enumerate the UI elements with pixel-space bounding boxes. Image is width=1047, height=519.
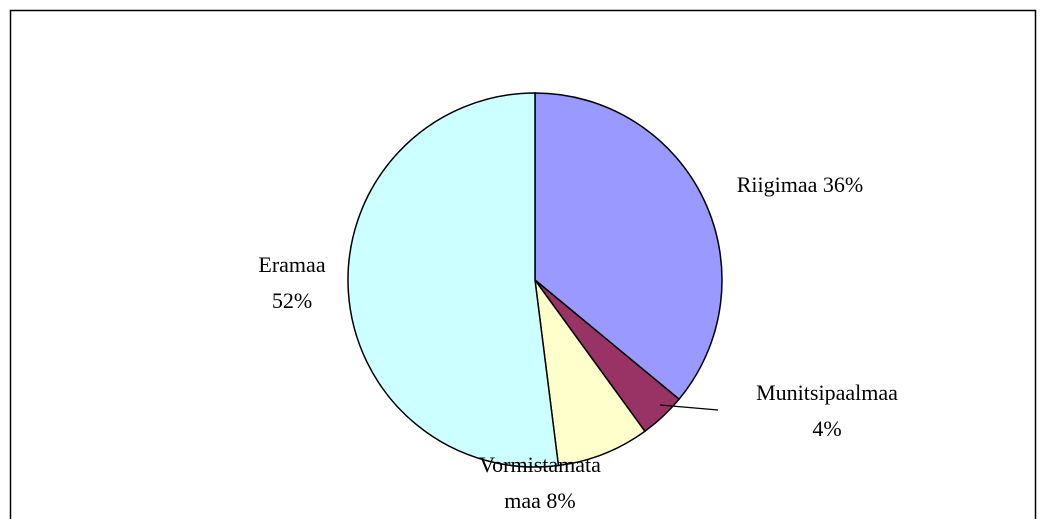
slice-label: Munitsipaalmaa 4%: [712, 375, 942, 447]
value-label: 36%: [822, 172, 864, 197]
label-box: Eramaa 52%: [232, 247, 352, 319]
label-box: Vormistamata maa 8%: [440, 447, 640, 519]
pie-slice: [534, 92, 723, 401]
leader-line: [659, 404, 719, 411]
slice-label: Eramaa 52%: [232, 247, 352, 319]
slice-label: Riigimaa 36%: [700, 167, 900, 203]
label-box: Riigimaa 36%: [700, 167, 900, 203]
category-label: Vormistamata maa: [479, 452, 601, 513]
value-label: 8%: [546, 488, 576, 513]
pie-slice: [534, 279, 646, 467]
value-label: 4%: [812, 416, 842, 441]
category-label: Eramaa: [258, 252, 326, 277]
value-label: 52%: [271, 288, 313, 313]
category-label: Munitsipaalmaa: [756, 380, 898, 405]
pie-slice: [347, 92, 560, 468]
label-box: Munitsipaalmaa 4%: [712, 375, 942, 447]
slice-label: Vormistamata maa 8%: [440, 447, 640, 519]
category-label: Riigimaa: [736, 172, 818, 197]
